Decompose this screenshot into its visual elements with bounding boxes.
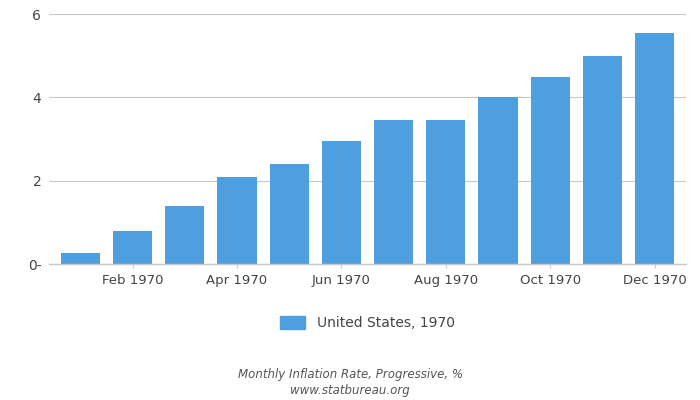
Bar <box>113 231 152 264</box>
Bar <box>531 76 570 264</box>
Bar <box>583 56 622 264</box>
Legend: United States, 1970: United States, 1970 <box>281 316 454 330</box>
Bar <box>61 253 100 264</box>
Bar <box>270 164 309 264</box>
Bar <box>426 120 466 264</box>
Bar <box>322 141 361 264</box>
Text: Monthly Inflation Rate, Progressive, %: Monthly Inflation Rate, Progressive, % <box>237 368 463 381</box>
Bar <box>635 33 674 264</box>
Bar <box>218 176 256 264</box>
Text: www.statbureau.org: www.statbureau.org <box>290 384 410 397</box>
Bar <box>479 97 517 264</box>
Bar <box>374 120 413 264</box>
Bar <box>165 206 204 264</box>
